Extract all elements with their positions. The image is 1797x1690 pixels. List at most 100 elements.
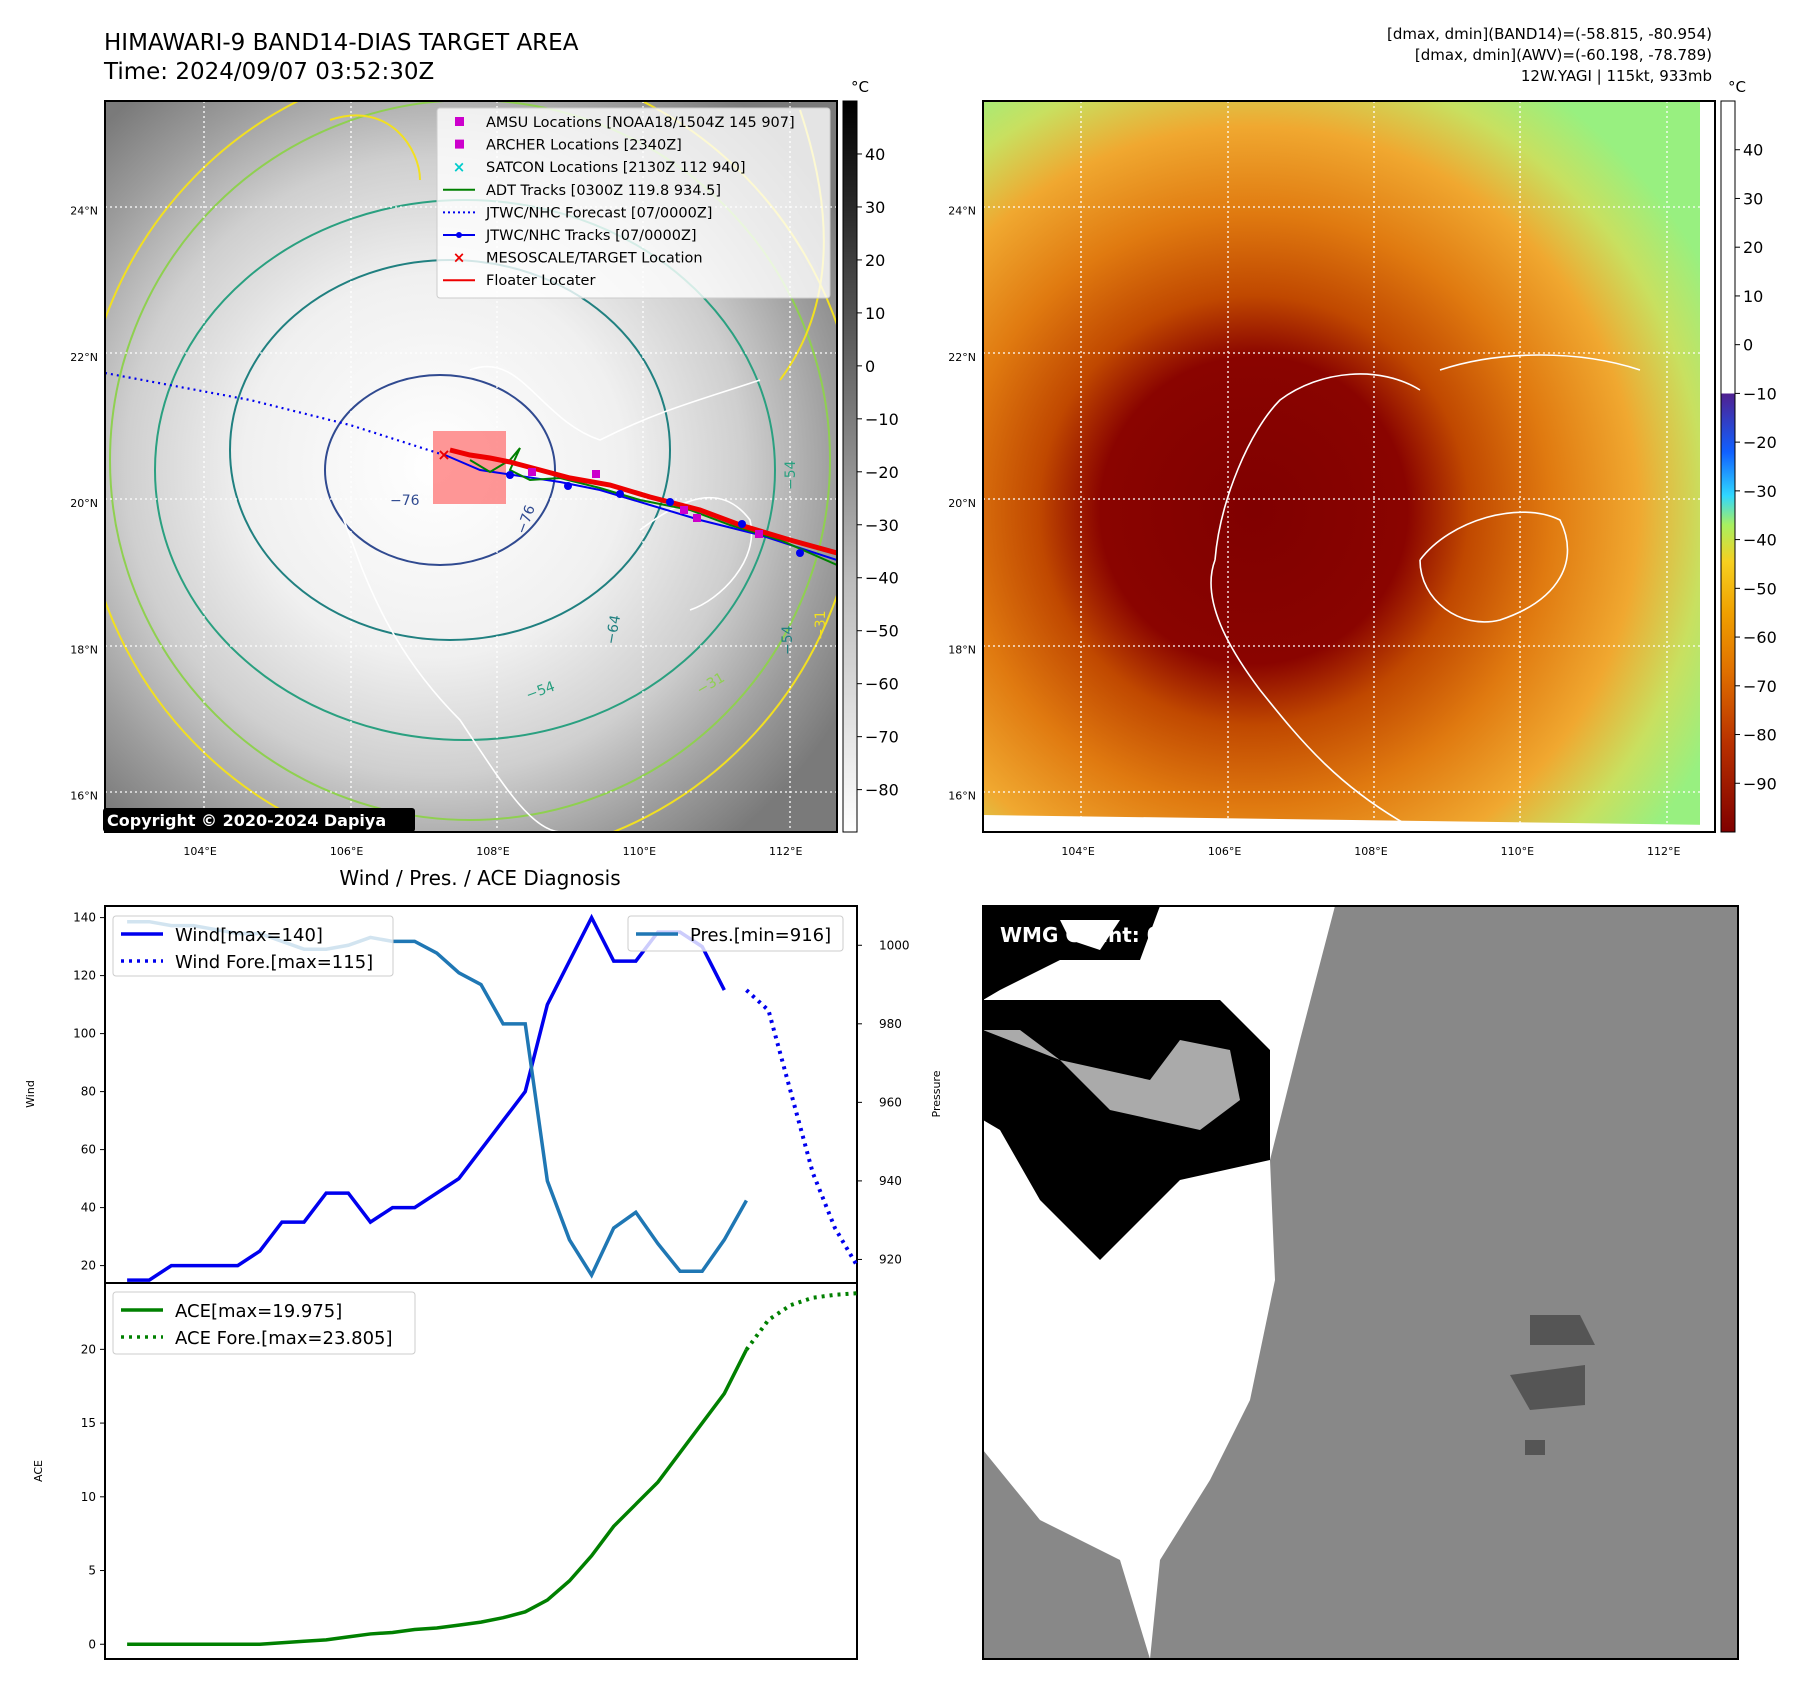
legend-entry: JTWC/NHC Forecast [07/0000Z] — [443, 205, 712, 221]
lon-tick-label: 110°E — [623, 845, 656, 858]
wind-tick-label: 60 — [81, 1143, 96, 1157]
colorbar-tick-label: −70 — [865, 728, 899, 747]
legend-label: JTWC/NHC Forecast [07/0000Z] — [485, 205, 712, 221]
colorbar-tick-label: −60 — [1743, 628, 1777, 647]
series-line-0 — [127, 913, 726, 1282]
right-colorbar-unit: °C — [1728, 78, 1746, 96]
lon-tick-label: 104°E — [183, 845, 216, 858]
legend-label: Floater Locater — [486, 273, 595, 289]
legend-entry: ARCHER Locations [2340Z] — [455, 138, 682, 154]
band14-stats: [dmax, dmin](BAND14)=(-58.815, -80.954) — [1387, 25, 1712, 43]
ace-tick-label: 0 — [88, 1637, 96, 1651]
chart-legend-label: Wind Fore.[max=115] — [175, 952, 373, 973]
contour-label: −64 — [603, 614, 624, 646]
ace-series-line-1 — [744, 1291, 858, 1351]
wind-tick-label: 100 — [73, 1027, 96, 1041]
colorbar-tick-label: −20 — [865, 463, 899, 482]
colorbar-tick-label: −90 — [1743, 774, 1777, 793]
legend-label: MESOSCALE/TARGET Location — [486, 251, 703, 267]
right-colorbar: 40 30 20 10 0 −10 −20 −30 −40 −50 −60 −70 −80 −90 °C — [1720, 78, 1777, 833]
contour-label: −54 — [780, 625, 796, 655]
legend-label: ADT Tracks [0300Z 119.8 934.5] — [486, 183, 721, 199]
ace-series-line-0 — [127, 1348, 748, 1647]
lat-tick-label: 24°N — [70, 205, 98, 218]
lat-tick-label: 16°N — [70, 789, 98, 802]
storm-info: 12W.YAGI | 115kt, 933mb — [1521, 67, 1712, 85]
colorbar-tick-label: −40 — [1743, 531, 1777, 550]
pressure-tick-label: 1000 — [879, 938, 910, 952]
colorbar-tick-label: −80 — [1743, 726, 1777, 745]
map-legend: AMSU Locations [NOAA18/1504Z 145 907] ARC… — [436, 107, 831, 299]
legend-entry: × MESOSCALE/TARGET Location — [453, 249, 703, 267]
colorbar-tick-label: −70 — [1743, 677, 1777, 696]
colorbar-tick-label: −10 — [865, 410, 899, 429]
target-box — [433, 431, 506, 504]
legend-entry: × SATCON Locations [2130Z 112 940] — [453, 158, 746, 176]
chart-legend-label: Pres.[min=916] — [690, 925, 831, 946]
wind-tick-label: 40 — [81, 1201, 96, 1215]
wind-axis-label: Wind — [24, 1080, 37, 1108]
target-marker: × — [437, 445, 450, 464]
chart-legend-label: Wind[max=140] — [175, 925, 323, 946]
pressure-tick-label: 960 — [879, 1095, 902, 1109]
pressure-tick-label: 980 — [879, 1017, 902, 1031]
copyright-text: Copyright © 2020-2024 Dapiya — [107, 811, 386, 830]
wind-tick-label: 120 — [73, 969, 96, 983]
ace-tick-label: 5 — [88, 1564, 96, 1578]
figure-time: Time: 2024/09/07 03:52:30Z — [103, 59, 434, 85]
lat-tick-label: 18°N — [948, 643, 976, 656]
ace-axis-label: ACE — [32, 1460, 45, 1482]
contour-label: −54 — [783, 460, 799, 490]
wind-tick-label: 20 — [81, 1259, 96, 1273]
left-colorbar: 40 30 20 10 0 −10 −20 −30 −40 −50 −60 −70 −80 °C — [842, 78, 899, 833]
lat-tick-label: 18°N — [70, 643, 98, 656]
colorbar-tick-label: 10 — [1743, 287, 1763, 306]
colorbar-tick-label: −50 — [865, 622, 899, 641]
svg-text:×: × — [453, 158, 466, 176]
colorbar-tick-label: 40 — [865, 145, 885, 164]
lon-tick-label: 110°E — [1501, 845, 1534, 858]
lat-tick-label: 20°N — [70, 497, 98, 510]
lon-tick-label: 108°E — [476, 845, 509, 858]
colorbar-tick-label: −30 — [865, 516, 899, 535]
lon-tick-label: 104°E — [1061, 845, 1094, 858]
colorbar-tick-label: 30 — [865, 198, 885, 217]
colorbar-tick-label: −40 — [865, 569, 899, 588]
pressure-tick-label: 920 — [879, 1252, 902, 1266]
figure-title: HIMAWARI-9 BAND14-DIAS TARGET AREA — [104, 30, 579, 56]
right-awv-map — [982, 100, 1716, 833]
lat-tick-label: 22°N — [70, 351, 98, 364]
colorbar-tick-label: 0 — [865, 357, 875, 376]
chart-legend-label: ACE[max=19.975] — [175, 1301, 342, 1322]
contour-label: −76 — [390, 493, 420, 509]
chart-title: Wind / Pres. / ACE Diagnosis — [339, 866, 620, 890]
colorbar-tick-label: −10 — [1743, 384, 1777, 403]
lat-tick-label: 24°N — [948, 205, 976, 218]
lon-tick-label: 106°E — [1208, 845, 1241, 858]
legend-label: ARCHER Locations [2340Z] — [486, 138, 682, 154]
legend-label: AMSU Locations [NOAA18/1504Z 145 907] — [486, 115, 795, 131]
colorbar-tick-label: 20 — [1743, 238, 1763, 257]
pressure-tick-label: 940 — [879, 1174, 902, 1188]
legend-label: SATCON Locations [2130Z 112 940] — [486, 160, 745, 176]
colorbar-tick-label: −50 — [1743, 579, 1777, 598]
wind-tick-label: 140 — [73, 911, 96, 925]
ace-tick-label: 10 — [81, 1490, 96, 1504]
legend-entry: Floater Locater — [443, 273, 595, 289]
wmg-count: WMG Count: 0 — [1000, 923, 1161, 947]
wind-pressure-chart: 20 40 60 80 100 120 140 920 940 960 980 1000 Wind[ma… — [73, 905, 910, 1284]
contour-label: −31 — [813, 610, 829, 640]
lon-tick-label: 106°E — [330, 845, 363, 858]
ace-chart: 0 5 10 15 20 ACE[max=19.975] ACE Fore.[max=23.… — [81, 1282, 858, 1660]
colorbar-tick-label: 20 — [865, 251, 885, 270]
lon-tick-label: 112°E — [769, 845, 802, 858]
legend-label: JTWC/NHC Tracks [07/0000Z] — [485, 228, 697, 244]
awv-stats: [dmax, dmin](AWV)=(-60.198, -78.789) — [1415, 46, 1712, 64]
left-colorbar-unit: °C — [851, 78, 869, 96]
legend-entry: ADT Tracks [0300Z 119.8 934.5] — [443, 183, 721, 199]
copyright-badge — [103, 808, 415, 832]
lat-tick-label: 16°N — [948, 789, 976, 802]
wind-tick-label: 80 — [81, 1085, 96, 1099]
lon-tick-label: 108°E — [1354, 845, 1387, 858]
